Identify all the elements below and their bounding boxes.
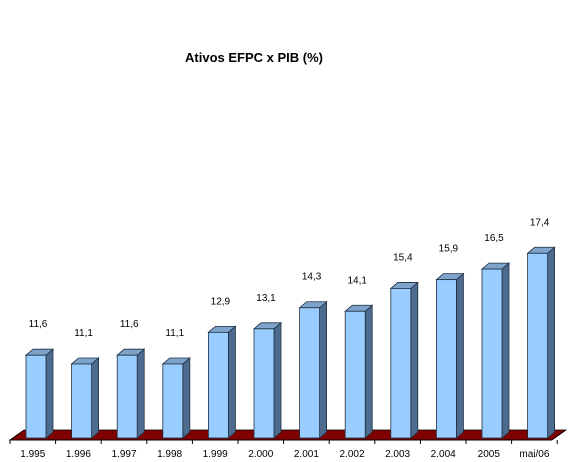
bar-value-label: 15,4 bbox=[393, 252, 413, 263]
x-tick-label: 2.002 bbox=[339, 449, 364, 460]
bar bbox=[389, 281, 419, 439]
x-tick-label: 2005 bbox=[478, 449, 501, 460]
bar bbox=[298, 300, 328, 439]
x-tick-label: 2.004 bbox=[431, 449, 456, 460]
bar-side-face bbox=[91, 357, 99, 439]
bar-front-face bbox=[527, 252, 548, 439]
bar-value-label: 13,1 bbox=[256, 293, 276, 304]
bar-value-label: 11,6 bbox=[29, 319, 48, 330]
chart-title: Ativos EFPC x PIB (%) bbox=[185, 50, 323, 65]
bar bbox=[344, 304, 374, 439]
bar bbox=[161, 357, 191, 439]
bar-value-label: 16,5 bbox=[484, 233, 504, 244]
bar bbox=[24, 348, 55, 439]
bar-front-face bbox=[481, 268, 503, 439]
bar-value-label: 14,1 bbox=[347, 275, 367, 286]
bar bbox=[435, 272, 465, 439]
x-tick-label: 1.997 bbox=[111, 449, 136, 460]
bar-side-face bbox=[273, 321, 282, 439]
bar-side-face bbox=[364, 304, 373, 439]
x-tick-label: 2.003 bbox=[385, 449, 410, 460]
bar-front-face bbox=[390, 288, 412, 439]
bar bbox=[252, 321, 283, 439]
x-tick-label: 2.000 bbox=[248, 449, 273, 460]
x-tick-label: 1.996 bbox=[66, 449, 91, 460]
bar-value-label: 15,9 bbox=[439, 244, 459, 255]
bar-front-face bbox=[253, 328, 275, 439]
bar-front-face bbox=[162, 363, 184, 439]
bar-front-face bbox=[435, 279, 457, 439]
bar-side-face bbox=[455, 272, 464, 439]
value-labels-group: 11,6 11,1 11,6 11,1 12,9 13,1 14,3 14,1 15,4 15,9… bbox=[29, 217, 550, 339]
bar-front-face bbox=[344, 310, 366, 439]
bar-value-label: 12,9 bbox=[211, 296, 231, 307]
bar-value-label: 11,6 bbox=[120, 319, 139, 330]
x-tick-label: 1.998 bbox=[157, 449, 182, 460]
bar-front-face bbox=[299, 307, 321, 439]
bar-value-label: 14,3 bbox=[302, 272, 322, 283]
x-tick-label: 1.995 bbox=[20, 449, 45, 460]
bar-side-face bbox=[182, 357, 191, 439]
bar bbox=[480, 262, 511, 439]
bar-side-face bbox=[410, 281, 419, 439]
x-tick-label: 1.999 bbox=[203, 449, 228, 460]
bar-front-face bbox=[207, 331, 229, 439]
bars-group bbox=[24, 246, 556, 439]
bar-value-label: 11,1 bbox=[165, 328, 184, 339]
bar bbox=[207, 325, 237, 439]
bar-side-face bbox=[227, 325, 236, 439]
bar-front-face bbox=[116, 354, 138, 439]
bar-side-face bbox=[501, 262, 510, 439]
bar-value-label: 17,4 bbox=[530, 217, 550, 228]
bar bbox=[70, 357, 100, 439]
bar-side-face bbox=[45, 348, 54, 439]
x-tick-label: mai/06 bbox=[519, 449, 549, 460]
bar-side-face bbox=[319, 300, 328, 439]
bar bbox=[526, 246, 556, 439]
bar-value-label: 11,1 bbox=[74, 328, 93, 339]
x-tick-label: 2.001 bbox=[294, 449, 319, 460]
chart-floor-group bbox=[8, 429, 568, 444]
bar-side-face bbox=[136, 348, 145, 439]
category-labels-group: 1.995 1.996 1.997 1.998 1.999 2.000 2.001 2.002… bbox=[20, 449, 550, 460]
bar-front-face bbox=[71, 363, 92, 439]
bar-side-face bbox=[547, 246, 555, 439]
bar-front-face bbox=[25, 354, 47, 439]
bar bbox=[116, 348, 146, 439]
